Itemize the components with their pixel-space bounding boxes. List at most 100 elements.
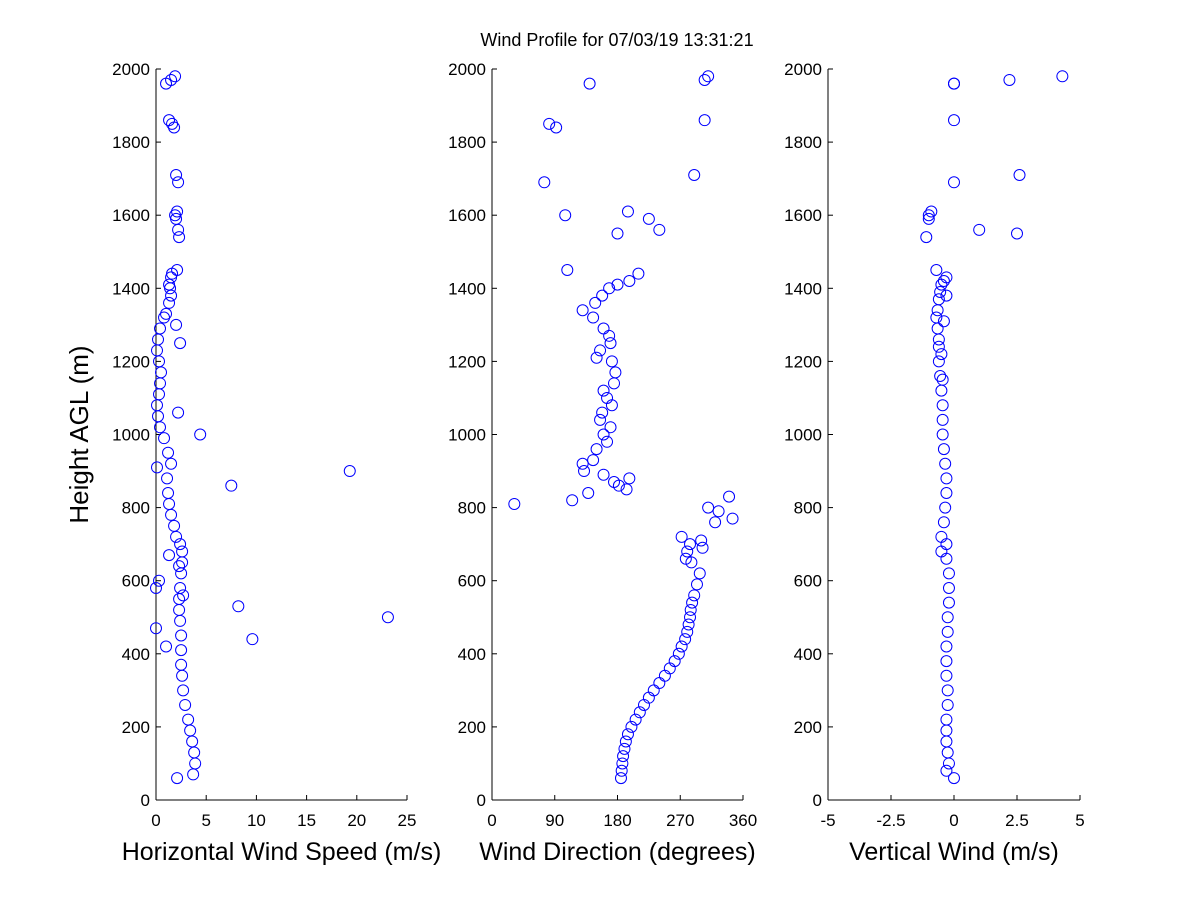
data-point [163, 296, 176, 309]
data-point [941, 625, 954, 638]
data-point [931, 304, 944, 317]
data-point [153, 388, 166, 401]
data-point [684, 611, 697, 624]
y-tick-label: 1200 [112, 352, 150, 371]
data-point [163, 278, 176, 291]
data-point [343, 465, 356, 478]
data-point [936, 399, 949, 412]
x-tick-label: 20 [347, 811, 366, 830]
data-point [973, 223, 986, 236]
data-point [538, 176, 551, 189]
data-point [948, 114, 960, 127]
data-point [176, 556, 189, 569]
y-tick-label: 1600 [112, 206, 150, 225]
data-point [623, 472, 636, 485]
data-point [578, 465, 591, 478]
data-point [616, 757, 629, 770]
data-point [611, 227, 624, 240]
data-point [601, 391, 614, 404]
y-tick-label: 600 [458, 572, 486, 591]
data-point [576, 304, 589, 317]
data-point [587, 311, 600, 324]
y-tick-label: 400 [458, 645, 486, 664]
data-point [603, 329, 616, 342]
data-point [176, 669, 189, 682]
data-point [712, 505, 725, 518]
data-point [948, 77, 960, 90]
data-point [935, 384, 948, 397]
data-point [189, 757, 202, 770]
data-point [597, 468, 610, 481]
data-point [675, 640, 688, 653]
data-point [611, 278, 624, 291]
data-point [686, 596, 699, 609]
data-point [930, 311, 943, 324]
data-point [675, 530, 688, 543]
data-point [576, 457, 589, 470]
data-point [932, 340, 945, 353]
data-point [939, 457, 952, 470]
data-point [174, 337, 187, 350]
data-point [151, 344, 164, 357]
data-point [925, 205, 938, 218]
y-tick-label: 2000 [448, 60, 486, 79]
data-point [151, 461, 164, 474]
data-point [936, 428, 949, 441]
data-point [176, 545, 189, 558]
data-point [187, 768, 200, 781]
data-point [232, 600, 245, 613]
data-point [171, 205, 184, 218]
data-point [177, 589, 190, 602]
x-tick-label: 0 [487, 811, 496, 830]
data-point [582, 486, 595, 499]
data-point [605, 355, 618, 368]
x-tick-label: 10 [247, 811, 266, 830]
x-tick-label: 2.5 [1005, 811, 1029, 830]
data-point [940, 713, 953, 726]
data-point [566, 494, 579, 507]
data-point [617, 750, 630, 763]
data-point [158, 432, 171, 445]
data-point [932, 293, 945, 306]
data-point [935, 545, 948, 558]
data-point [619, 735, 632, 748]
data-point [583, 77, 596, 90]
data-point [936, 413, 949, 426]
data-point [163, 497, 176, 510]
data-point [608, 476, 621, 489]
data-point [174, 582, 187, 595]
data-point [684, 603, 697, 616]
data-point [723, 490, 736, 503]
data-point [153, 574, 166, 587]
data-point [152, 410, 165, 423]
x-tick-label: 0 [949, 811, 958, 830]
data-point [171, 772, 184, 785]
data-point [693, 567, 706, 580]
data-point [165, 508, 178, 521]
data-point [590, 351, 603, 364]
data-point [695, 534, 708, 547]
data-point [164, 282, 177, 295]
data-point [629, 713, 642, 726]
data-point [696, 541, 709, 554]
y-tick-label: 400 [122, 645, 150, 664]
data-point [612, 479, 625, 492]
data-point [550, 121, 563, 134]
data-point [642, 212, 655, 225]
data-point [604, 337, 617, 350]
y-tick-label: 1800 [448, 133, 486, 152]
data-point [632, 267, 645, 280]
data-point [165, 271, 178, 284]
data-point [155, 366, 168, 379]
data-point [604, 421, 617, 434]
data-point [182, 713, 195, 726]
data-point [171, 264, 184, 277]
data-point [246, 633, 259, 646]
data-point [690, 578, 703, 591]
data-point [940, 669, 953, 682]
data-point [225, 479, 238, 492]
data-point [934, 285, 947, 298]
data-point [597, 428, 610, 441]
data-point [151, 399, 164, 412]
data-point [561, 264, 574, 277]
